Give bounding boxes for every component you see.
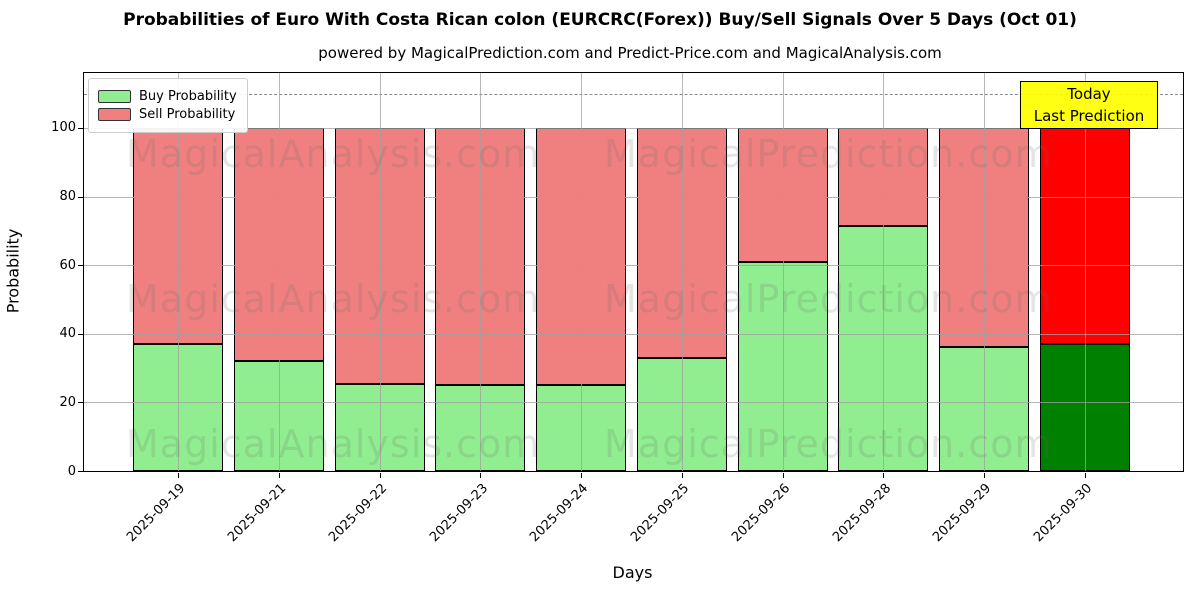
today-annotation: Today Last Prediction: [1020, 81, 1158, 129]
buy-swatch-icon: [98, 90, 131, 103]
v-gridline: [178, 73, 179, 471]
h-gridline-80: [84, 196, 1183, 198]
x-axis-label: Days: [612, 563, 653, 582]
x-tick-mark: [480, 473, 482, 478]
x-tick-mark: [178, 473, 179, 478]
y-tick-label-100: 100: [51, 120, 76, 136]
legend-item-buy: Buy Probability: [98, 89, 237, 104]
v-gridline: [278, 73, 280, 471]
legend-item-sell: Sell Probability: [98, 107, 237, 122]
legend-label-buy: Buy Probability: [139, 89, 237, 104]
dashed-reference-line: [84, 93, 1183, 95]
v-gridline: [581, 73, 582, 471]
y-tick-mark: [78, 402, 83, 404]
chart-title: Probabilities of Euro With Costa Rican c…: [123, 10, 1077, 30]
x-tick-label-2025-09-26: 2025-09-26: [729, 481, 794, 546]
x-tick-label-2025-09-24: 2025-09-24: [527, 481, 592, 546]
y-axis-label: Probability: [3, 228, 23, 314]
y-tick-label-0: 0: [67, 463, 76, 479]
y-tick-label-40: 40: [59, 326, 76, 342]
y-tick-mark: [78, 196, 83, 198]
x-tick-label-2025-09-23: 2025-09-23: [426, 481, 491, 546]
v-gridline: [984, 73, 985, 471]
x-tick-mark: [681, 473, 683, 478]
x-tick-label-2025-09-25: 2025-09-25: [628, 481, 693, 546]
x-tick-mark: [883, 473, 885, 478]
legend-label-sell: Sell Probability: [139, 107, 236, 122]
y-tick-label-20: 20: [59, 394, 76, 410]
y-tick-label-60: 60: [59, 257, 76, 273]
x-tick-mark: [278, 473, 280, 478]
h-gridline-40: [84, 333, 1183, 335]
x-tick-mark: [581, 473, 582, 478]
v-gridline: [681, 73, 683, 471]
v-gridline: [782, 73, 784, 471]
sell-swatch-icon: [98, 108, 131, 121]
x-tick-label-2025-09-21: 2025-09-21: [225, 481, 290, 546]
v-gridline: [883, 73, 885, 471]
y-tick-mark: [78, 333, 83, 335]
plot-area: MagicalAnalysis.com MagicalPrediction.com…: [51, 72, 1184, 545]
chart-subtitle: powered by MagicalPrediction.com and Pre…: [318, 44, 942, 62]
x-tick-mark: [782, 473, 784, 478]
h-gridline-60: [84, 265, 1183, 267]
today-annotation-line1: Today: [1067, 85, 1111, 103]
v-gridline: [480, 73, 482, 471]
v-gridline: [1084, 73, 1086, 471]
x-tick-label-2025-09-28: 2025-09-28: [829, 481, 894, 546]
h-gridline-100: [84, 127, 1183, 129]
x-tick-label-2025-09-22: 2025-09-22: [326, 481, 391, 546]
y-tick-mark: [78, 265, 83, 267]
v-gridline: [379, 73, 381, 471]
today-annotation-line2: Last Prediction: [1033, 107, 1145, 125]
x-tick-mark: [984, 473, 985, 478]
x-tick-label-2025-09-19: 2025-09-19: [124, 481, 189, 546]
y-tick-mark: [78, 127, 83, 129]
h-gridline-20: [84, 402, 1183, 404]
x-tick-label-2025-09-30: 2025-09-30: [1031, 481, 1096, 546]
y-tick-label-80: 80: [59, 189, 76, 205]
x-tick-mark: [379, 473, 381, 478]
x-tick-mark: [1084, 473, 1086, 478]
legend: Buy Probability Sell Probability: [88, 78, 248, 133]
y-tick-mark: [78, 471, 83, 472]
x-tick-label-2025-09-29: 2025-09-29: [930, 481, 995, 546]
